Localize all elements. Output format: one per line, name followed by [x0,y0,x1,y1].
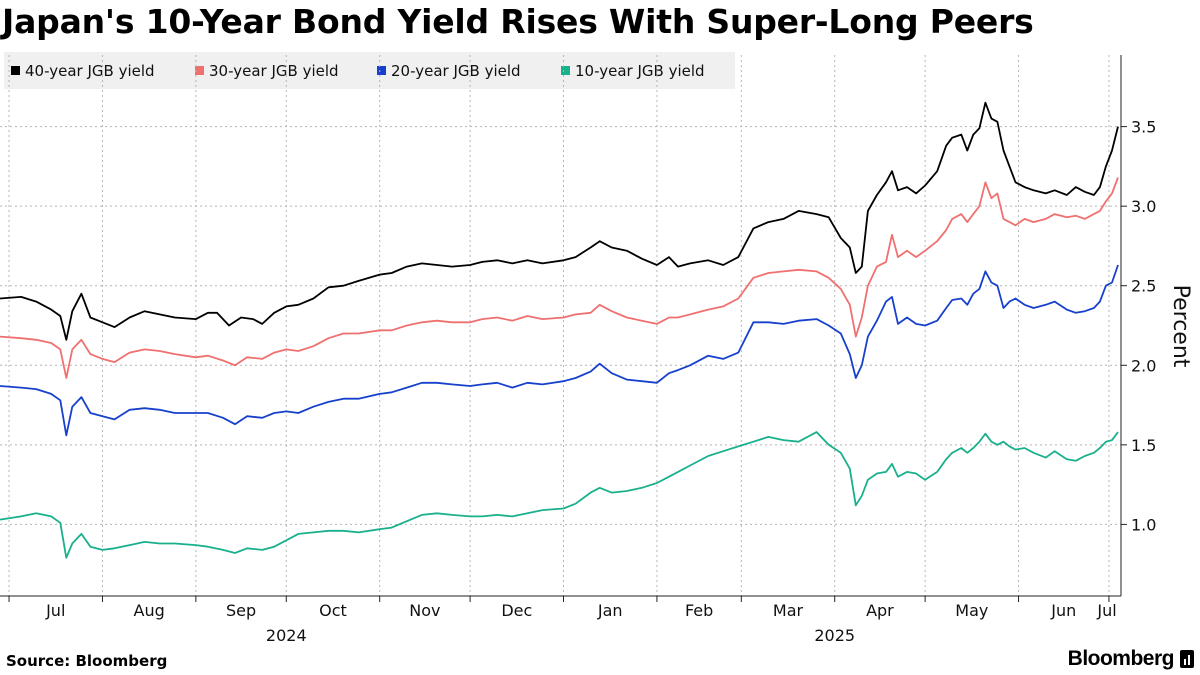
x-tick-label: Jul [45,601,65,620]
legend-swatch [561,66,570,75]
series-line-3 [0,264,1119,437]
legend-swatch [195,66,204,75]
x-tick-label: Jan [597,601,623,620]
gridlines [0,55,1121,596]
series-line-2 [0,177,1119,379]
series-lines [0,101,1119,559]
x-tick-label: Dec [501,601,532,620]
y-tick-label: 1.0 [1131,515,1156,534]
line-chart: 40-year JGB yield 30-year JGB yield 20-yea… [0,52,1193,645]
x-tick-label: Aug [134,601,165,620]
x-year-label: 2025 [814,626,855,645]
y-tick-label: 3.5 [1131,118,1156,137]
x-tick-label: Oct [319,601,347,620]
y-axis-title: Percent [1168,285,1193,368]
legend-label: 20-year JGB yield [391,62,521,80]
x-tick-label: Sep [226,601,256,620]
x-tick-label: May [955,601,988,620]
x-tick-label: Jul [1096,601,1116,620]
y-tick-label: 2.5 [1131,277,1156,296]
x-tick-label: Feb [685,601,713,620]
brand-logo: Bloomberg [1068,647,1194,671]
chart-title: Japan's 10-Year Bond Yield Rises With Su… [2,2,1034,41]
y-tick-label: 3.0 [1131,197,1156,216]
x-tick-label: Apr [866,601,894,620]
legend-label: 10-year JGB yield [575,62,705,80]
x-year-label: 2024 [266,626,307,645]
axes: 1.0 1.5 2.0 2.5 3.0 3.5 Jul Aug Sep Oct Nov Dec Jan F… [0,55,1156,645]
legend-swatch [11,66,20,75]
legend-label: 30-year JGB yield [209,62,339,80]
x-tick-label: Mar [773,601,804,620]
legend-label: 40-year JGB yield [25,62,155,80]
series-line-1 [0,101,1119,341]
series-line-4 [0,431,1119,559]
legend-box [4,52,735,89]
y-tick-label: 2.0 [1131,356,1156,375]
brand-name: Bloomberg [1067,647,1175,670]
x-tick-label: Jun [1050,601,1076,620]
legend: 40-year JGB yield 30-year JGB yield 20-yea… [11,62,705,80]
y-tick-label: 1.5 [1131,436,1156,455]
source-note: Source: Bloomberg [6,652,168,670]
legend-swatch [377,66,386,75]
bar-chart-icon [1180,650,1194,668]
x-tick-label: Nov [409,601,440,620]
